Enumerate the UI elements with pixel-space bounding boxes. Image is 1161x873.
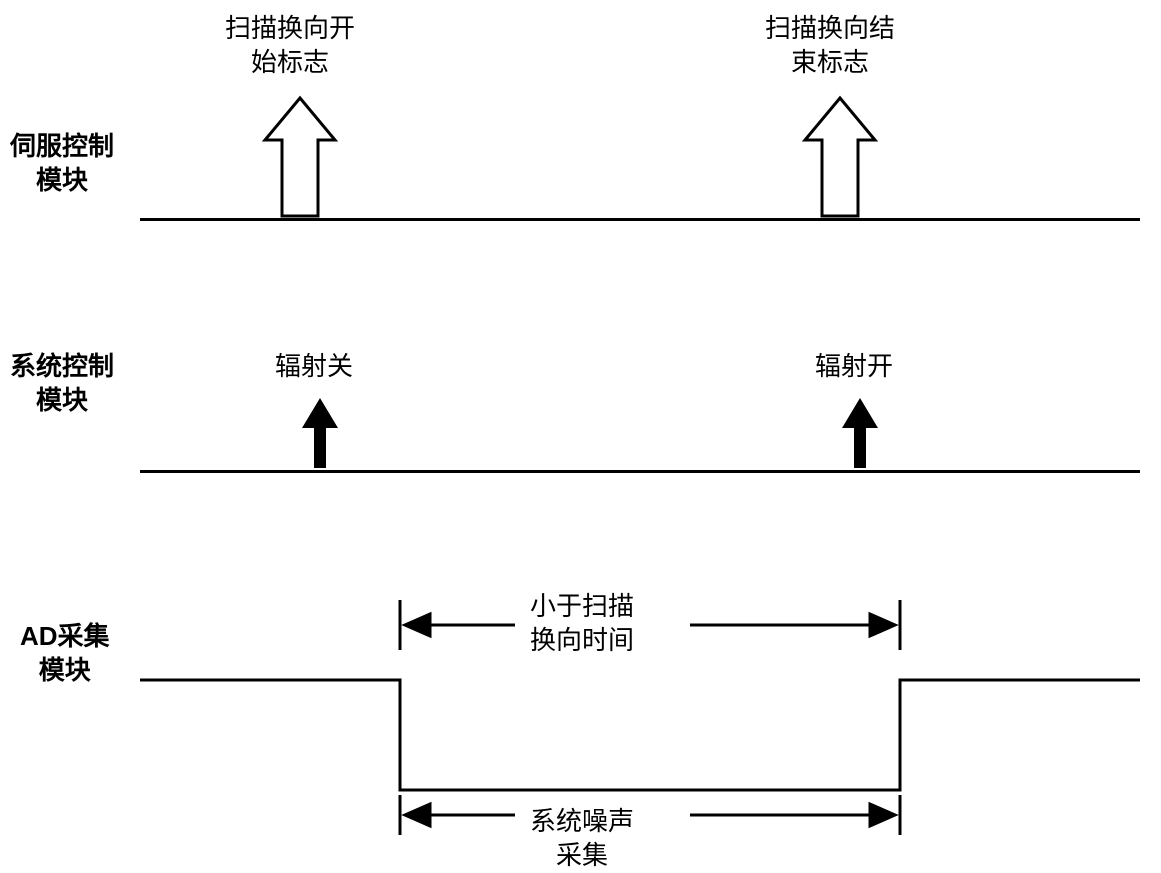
system-timeline (140, 470, 1140, 473)
radiation-off-label: 辐射关 (275, 350, 353, 384)
radiation-on-label: 辐射开 (815, 350, 893, 384)
system-row-label: 系统控制 模块 (10, 350, 114, 418)
servo-row-label: 伺服控制 模块 (10, 130, 114, 198)
servo-row-label-l2: 模块 (36, 165, 88, 195)
servo-end-arrow-icon (805, 98, 875, 216)
ad-bottom-annotation: 系统噪声 采集 (530, 805, 634, 873)
servo-timeline (140, 218, 1140, 221)
ad-top-span-arrow (400, 600, 900, 650)
ad-waveform (140, 680, 1140, 790)
servo-end-label: 扫描换向结 束标志 (765, 12, 895, 80)
servo-start-arrow-icon (265, 98, 335, 216)
radiation-on-arrow-icon (842, 398, 878, 468)
svg-overlay (0, 0, 1161, 871)
ad-top-annotation: 小于扫描 换向时间 (530, 590, 634, 658)
servo-row-label-l1: 伺服控制 (10, 131, 114, 161)
timing-diagram: 伺服控制 模块 扫描换向开 始标志 扫描换向结 束标志 系统控制 模块 辐射关 … (0, 0, 1161, 871)
ad-bottom-span-arrow (400, 795, 900, 835)
ad-row-label: AD采集 模块 (20, 620, 110, 688)
radiation-off-arrow-icon (302, 398, 338, 468)
servo-start-label: 扫描换向开 始标志 (225, 12, 355, 80)
